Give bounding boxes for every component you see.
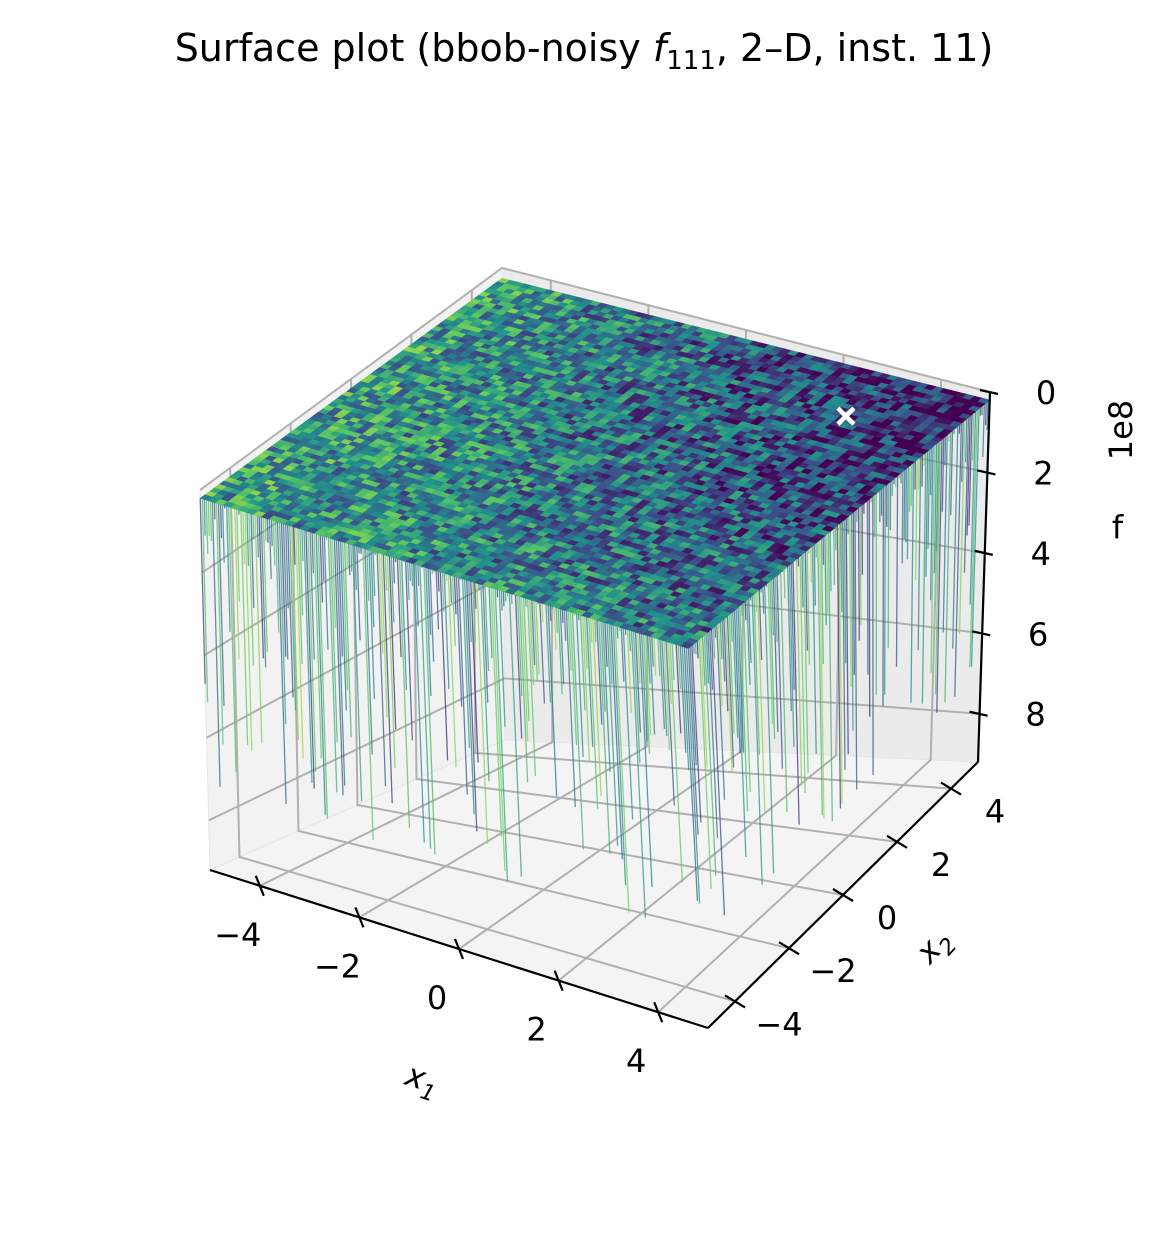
noise-spike	[906, 467, 909, 560]
noise-spike	[561, 609, 564, 623]
gridline-z	[208, 677, 980, 822]
noise-spike	[840, 522, 843, 613]
noise-spike	[984, 402, 987, 426]
noise-spike	[437, 571, 440, 592]
title-function-symbol: f	[652, 26, 667, 70]
title-suffix: , 2–D, inst. 11)	[715, 26, 994, 70]
title-function-subscript: 111	[666, 46, 716, 76]
title-prefix: Surface plot (bbob-noisy	[174, 26, 653, 70]
x-tick-label: −2	[314, 947, 361, 985]
noise-spike	[810, 547, 813, 583]
noise-spike	[908, 465, 911, 512]
noise-spike	[744, 601, 747, 621]
chart-title: Surface plot (bbob-noisy f111, 2–D, inst…	[0, 26, 1168, 76]
noise-spike	[350, 544, 353, 572]
noise-spike	[714, 626, 717, 638]
noise-spike	[219, 504, 223, 539]
z-axis-label: f	[1112, 508, 1124, 546]
x-tick-label: 4	[626, 1042, 646, 1080]
noise-spike	[346, 543, 349, 568]
y-tick-label: 0	[877, 899, 897, 937]
noise-spike	[252, 514, 255, 540]
y-tick-label: 4	[985, 793, 1005, 831]
noise-spike	[409, 562, 412, 582]
noise-spike	[266, 518, 269, 543]
noise-spike	[549, 605, 552, 622]
z-tick-label: 4	[1031, 535, 1051, 573]
x-axis-label: x1	[398, 1055, 444, 1107]
noise-spike	[502, 591, 505, 607]
x-tick-label: −4	[214, 916, 261, 954]
noise-spike	[411, 563, 414, 587]
noise-spike	[857, 508, 860, 641]
noise-spike	[207, 500, 210, 536]
gridline-z	[199, 266, 991, 491]
noise-spike	[417, 565, 420, 587]
noise-spike	[903, 470, 906, 540]
x-tick-label: 0	[427, 979, 447, 1017]
noise-spike	[944, 436, 947, 466]
y-tick-label: −2	[809, 952, 856, 990]
y-tick-label: 2	[931, 846, 951, 884]
noise-spike	[887, 483, 890, 649]
noise-spike	[616, 626, 619, 639]
noise-spike	[929, 448, 932, 496]
gridline-y	[229, 467, 736, 1003]
noise-spike	[866, 500, 869, 675]
noise-spike	[762, 587, 765, 614]
y-tick-label: −4	[755, 1005, 802, 1043]
z-tick-label: 8	[1025, 696, 1045, 734]
noise-spike	[905, 468, 908, 543]
noise-spike	[910, 464, 913, 507]
noise-spike	[500, 590, 503, 611]
noise-spike	[829, 531, 832, 592]
z-tick-label: 6	[1028, 615, 1048, 653]
noise-spike	[203, 499, 206, 536]
noise-spike	[868, 499, 871, 717]
noise-spike	[901, 471, 904, 564]
z-tick-label: 0	[1036, 374, 1056, 412]
noise-spike	[694, 642, 697, 655]
noise-spike	[270, 520, 273, 547]
noise-spike	[264, 518, 267, 542]
surface-mesh	[199, 277, 991, 918]
noise-spike	[783, 569, 786, 599]
y-axis-label-subscript: 2	[934, 933, 962, 960]
noise-spike	[859, 506, 862, 625]
x-tick-label: 2	[526, 1011, 546, 1049]
z-tick-label: 2	[1033, 454, 1053, 492]
noise-spike	[392, 557, 396, 584]
noise-spike	[833, 528, 836, 585]
noise-spike	[541, 603, 544, 623]
x-axis-label-subscript: 1	[417, 1079, 438, 1107]
y-axis-label: x2	[907, 921, 962, 976]
noise-spike	[696, 641, 699, 659]
noise-spike	[884, 486, 886, 695]
z-multiplier-label: 1e8	[1102, 400, 1140, 460]
noise-spike	[755, 592, 758, 612]
